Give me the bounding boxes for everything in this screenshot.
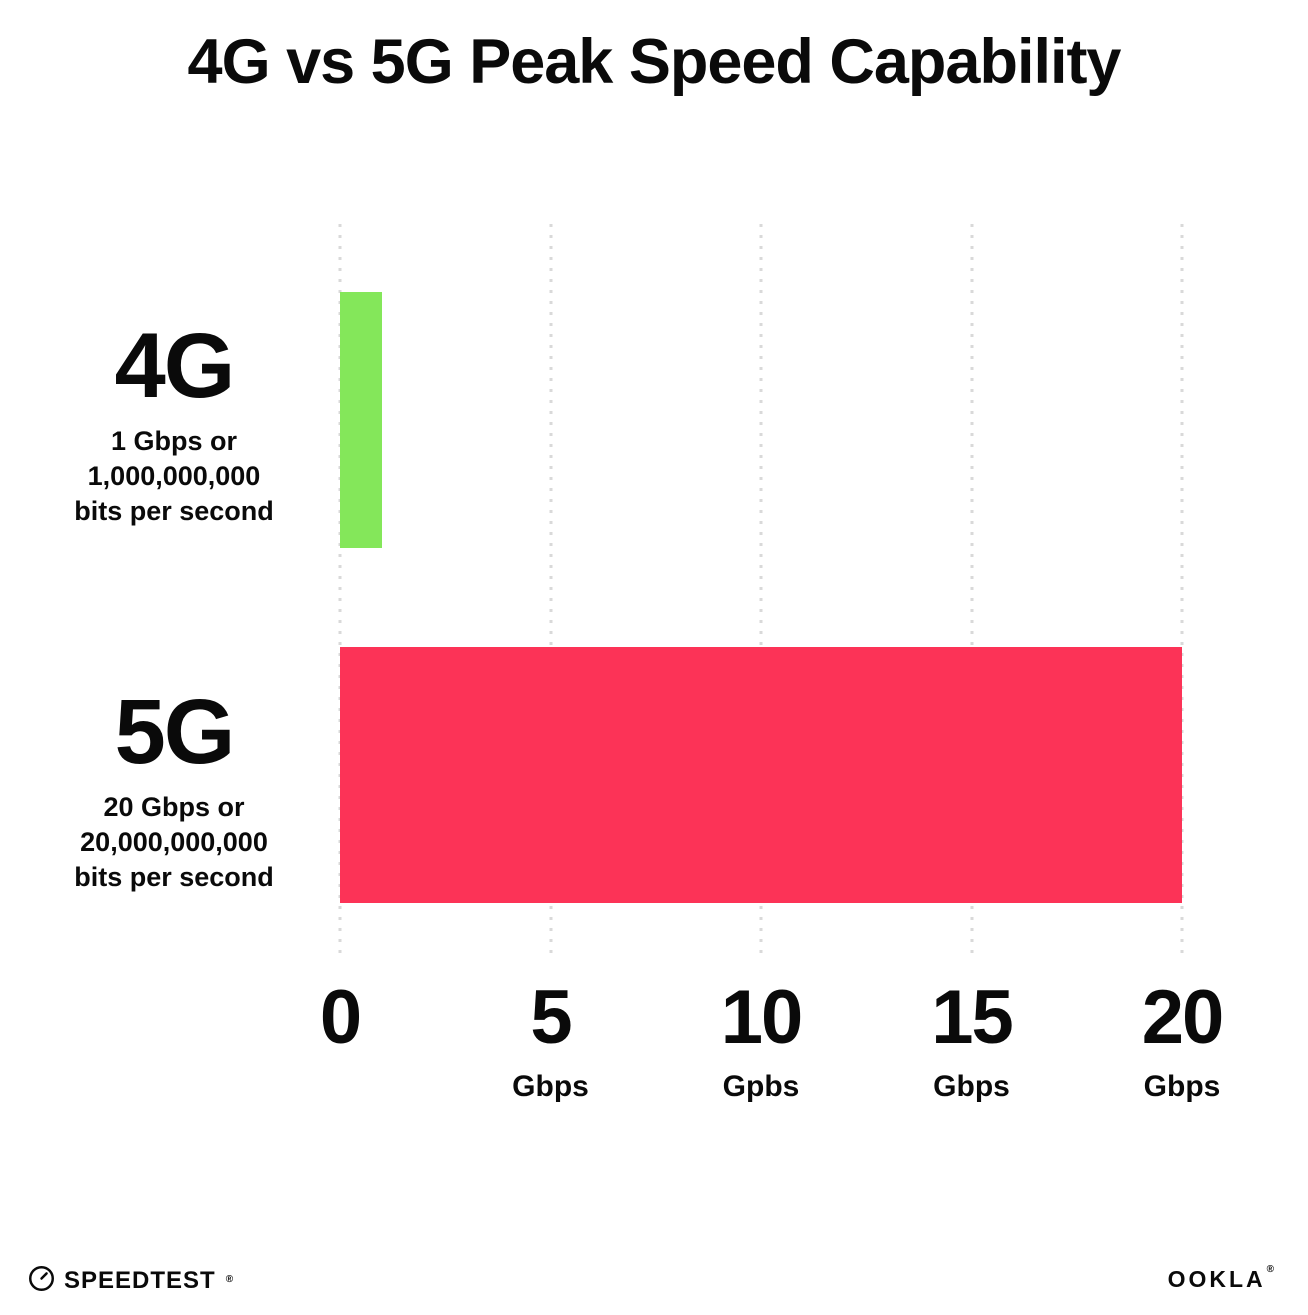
plot-area — [338, 224, 1184, 960]
x-tick-10: 10 Gpbs — [720, 975, 804, 1104]
bar-4g — [340, 292, 383, 548]
category-subline: bits per second — [74, 862, 274, 893]
speedtest-logo: SPEEDTEST ® — [28, 1265, 233, 1297]
gridline-15 — [970, 224, 973, 960]
ookla-logo: OOKLA ® — [1167, 1264, 1274, 1293]
x-tick-value: 15 — [931, 975, 1014, 1060]
speedtest-gauge-icon — [28, 1265, 55, 1297]
x-tick-unit: Gbps — [512, 1070, 589, 1103]
category-subline: bits per second — [74, 496, 274, 527]
x-tick-0: 0 — [319, 975, 362, 1070]
category-label-5g: 5G 20 Gbps or 20,000,000,000 bits per se… — [28, 686, 320, 895]
x-tick-unit: Gpbs — [722, 1070, 800, 1103]
category-subline: 1,000,000,000 — [87, 461, 261, 492]
gridline-10 — [759, 224, 763, 960]
speedtest-wordmark: SPEEDTEST — [64, 1267, 216, 1294]
category-label-4g: 4G 1 Gbps or 1,000,000,000 bits per seco… — [28, 320, 320, 529]
ookla-trademark: ® — [1266, 1264, 1274, 1275]
category-subline: 20,000,000,000 — [80, 827, 268, 858]
x-tick-unit: Gbps — [1143, 1070, 1221, 1103]
gridline-20 — [1180, 224, 1184, 960]
category-name: 5G — [114, 681, 236, 783]
x-axis: 0 5 Gbps 10 Gpbs 15 Gbps 20 Gbps — [320, 975, 1224, 1120]
category-subline: 20 Gbps or — [103, 792, 245, 822]
ookla-wordmark: OOKLA — [1167, 1266, 1266, 1292]
gridline-0 — [338, 224, 342, 960]
category-name: 4G — [114, 315, 236, 417]
x-tick-value: 0 — [319, 975, 362, 1060]
x-tick-20: 20 Gbps — [1141, 975, 1225, 1104]
x-tick-5: 5 Gbps — [512, 980, 589, 1104]
x-tick-15: 15 Gbps — [931, 975, 1014, 1104]
speedtest-trademark: ® — [225, 1273, 234, 1285]
bar-5g — [340, 647, 1182, 903]
x-tick-value: 20 — [1141, 975, 1225, 1060]
category-subline: 1 Gbps or — [110, 426, 238, 456]
x-tick-value: 10 — [720, 975, 804, 1060]
gridline-5 — [549, 224, 552, 960]
chart-title: 4G vs 5G Peak Speed Capability — [187, 27, 1122, 97]
x-tick-value: 5 — [530, 975, 572, 1060]
x-tick-unit: Gbps — [933, 1070, 1010, 1103]
